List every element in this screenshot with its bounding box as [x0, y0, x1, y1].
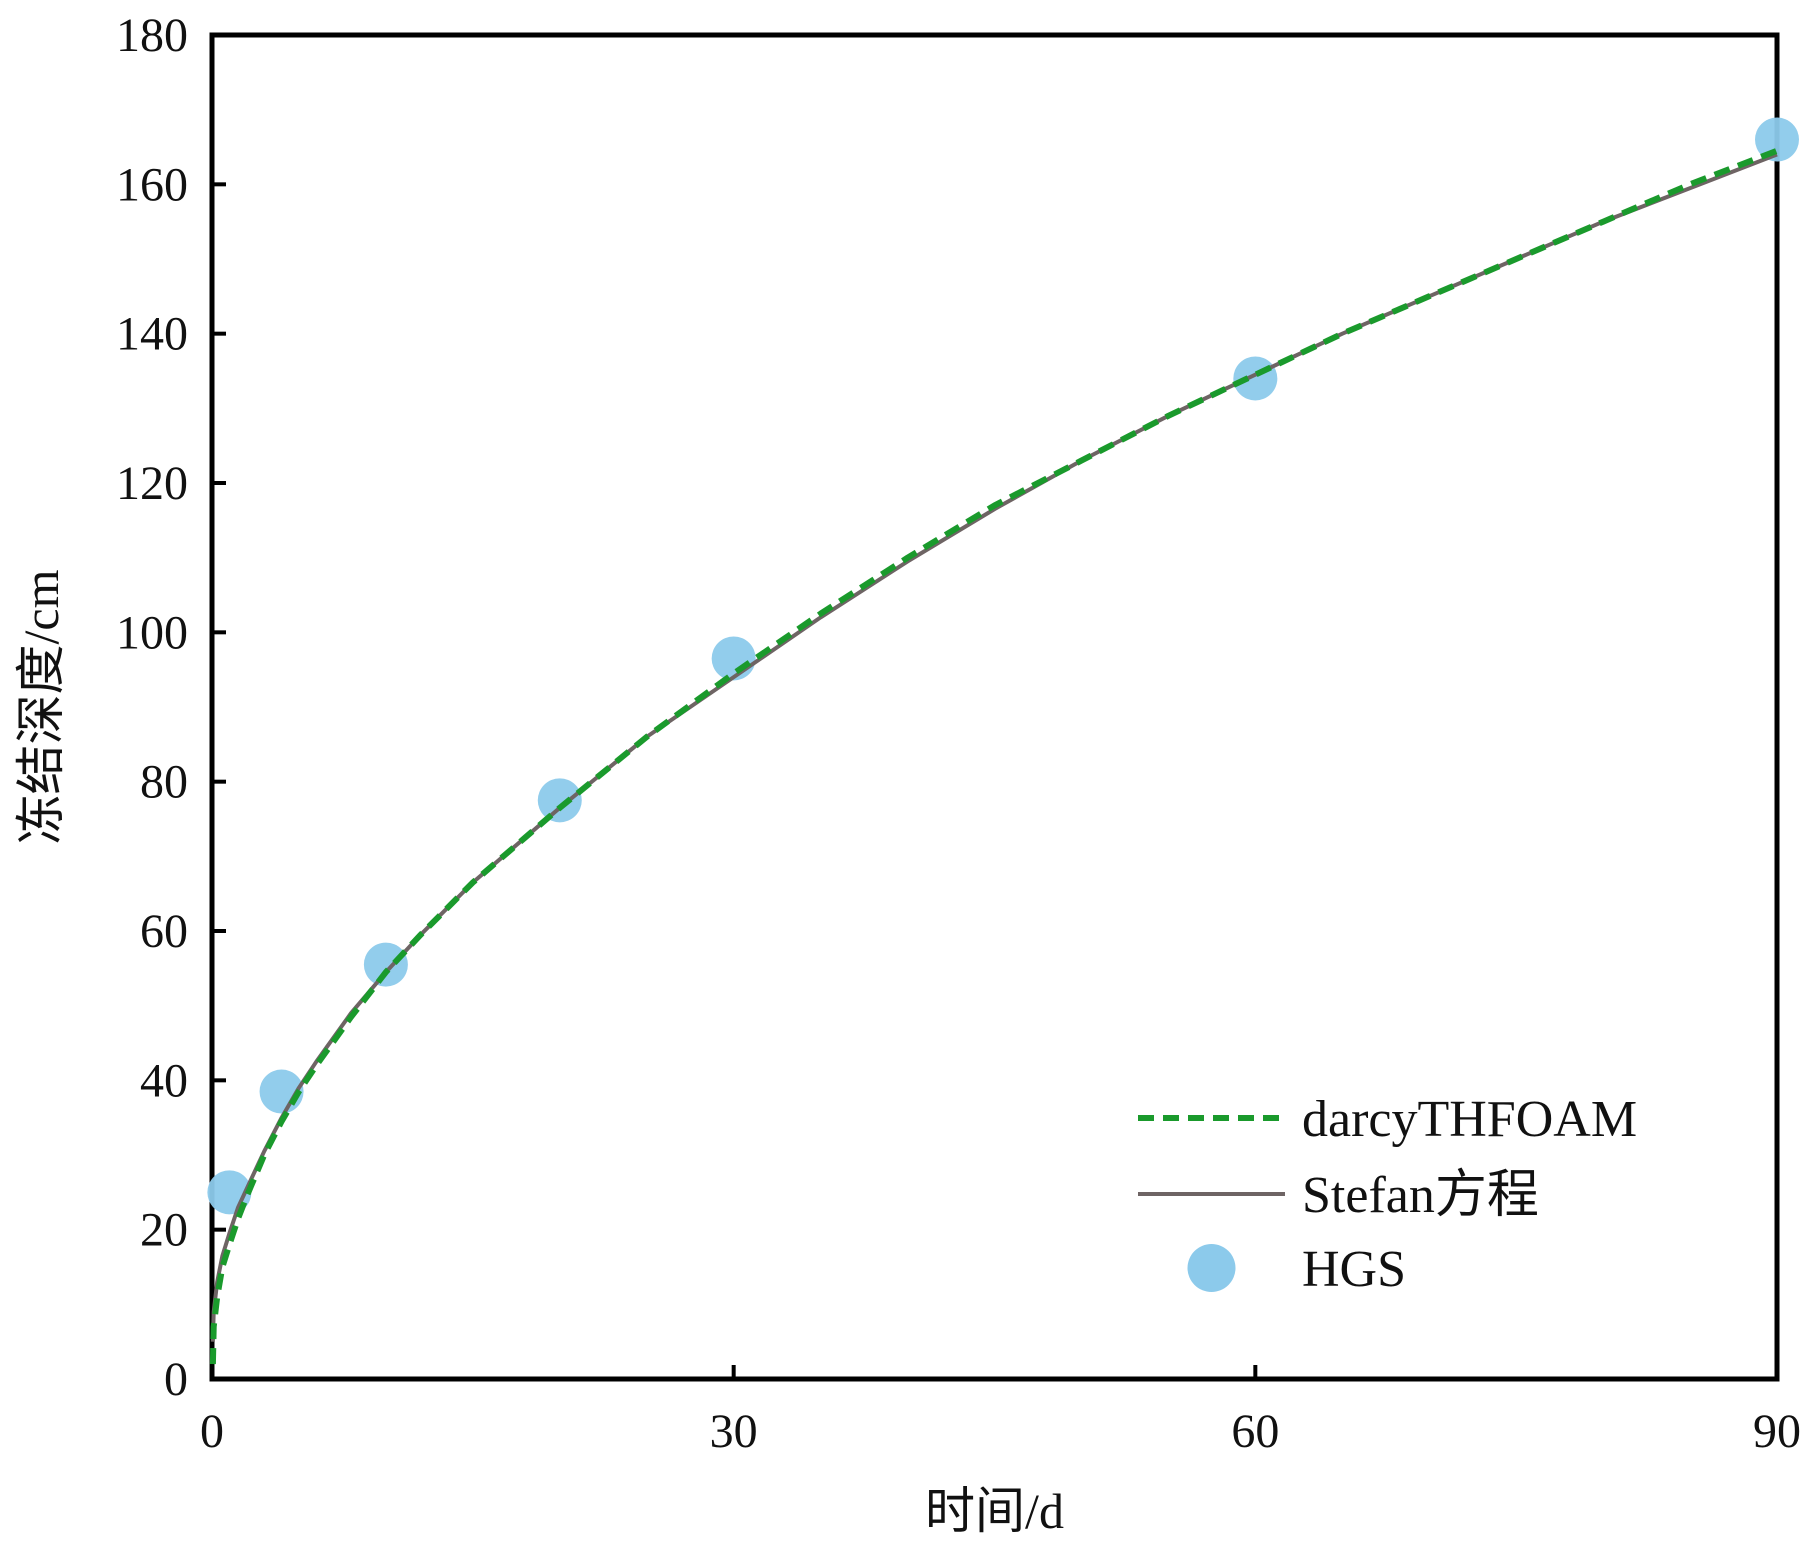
- x-axis-title: 时间/d: [925, 1483, 1064, 1539]
- y-tick-label: 40: [140, 1054, 188, 1107]
- x-tick-label: 30: [710, 1405, 758, 1458]
- legend: darcyTHFOAM Stefan方程 HGS: [1138, 1091, 1637, 1298]
- hgs-point: [363, 942, 408, 987]
- x-tick-label: 0: [200, 1405, 224, 1458]
- legend-swatch-hgs: [1187, 1244, 1236, 1292]
- legend-label-darcythfoam: darcyTHFOAM: [1302, 1091, 1637, 1148]
- y-axis-title: 冻结深度/cm: [13, 569, 69, 844]
- hgs-point: [711, 636, 756, 681]
- plot-frame: [209, 32, 1780, 1382]
- tick-labels: 0 30 60 90 0 20 40 60 80 100 120 140 160 180: [116, 9, 1801, 1458]
- legend-label-stefan: Stefan方程: [1302, 1167, 1539, 1224]
- y-tick-label: 20: [140, 1204, 188, 1257]
- y-tick-label: 140: [116, 308, 188, 361]
- darcythfoam-line: [209, 147, 1779, 1365]
- y-tick-label: 80: [140, 756, 188, 809]
- legend-label-hgs: HGS: [1302, 1241, 1406, 1298]
- plot-area: [207, 32, 1799, 1382]
- hgs-point: [537, 778, 582, 823]
- series-layer: [207, 117, 1799, 1365]
- y-tick-label: 180: [116, 9, 188, 62]
- hgs-point: [1233, 356, 1278, 401]
- x-tick-label: 90: [1753, 1405, 1801, 1458]
- y-tick-label: 160: [116, 158, 188, 211]
- y-tick-label: 0: [164, 1353, 188, 1406]
- y-tick-label: 120: [116, 457, 188, 510]
- ticks: [210, 33, 1779, 1381]
- stefan-line: [210, 152, 1778, 1342]
- x-tick-label: 60: [1231, 1405, 1279, 1458]
- y-tick-label: 60: [140, 905, 188, 958]
- y-tick-label: 100: [116, 606, 188, 659]
- hgs-point: [1755, 117, 1799, 162]
